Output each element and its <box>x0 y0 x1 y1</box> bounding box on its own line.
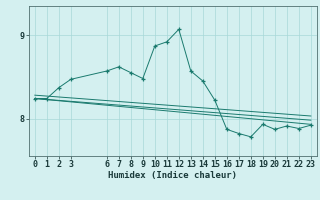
X-axis label: Humidex (Indice chaleur): Humidex (Indice chaleur) <box>108 171 237 180</box>
